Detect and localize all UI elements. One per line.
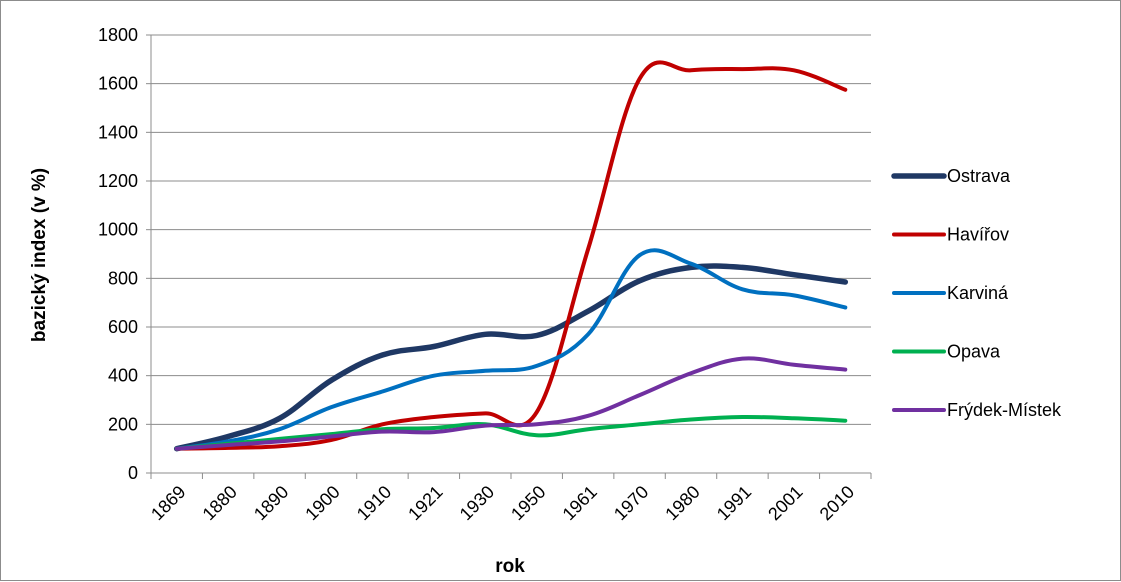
y-axis-title: bazický index (v %) bbox=[29, 168, 50, 342]
axes bbox=[150, 35, 871, 474]
x-tick-label: 1900 bbox=[301, 482, 343, 524]
x-tick-label: 1921 bbox=[404, 482, 446, 524]
y-tick-label: 1200 bbox=[98, 171, 138, 191]
legend: Ostrava Havířov Karviná Opava Frýdek-Místek bbox=[891, 166, 1062, 420]
y-tick-label: 1400 bbox=[98, 122, 138, 142]
legend-label: Karviná bbox=[947, 283, 1009, 303]
y-tick-label: 200 bbox=[108, 414, 138, 434]
x-axis-title: rok bbox=[495, 556, 525, 577]
legend-label: Havířov bbox=[947, 225, 1009, 245]
series-line-opava bbox=[174, 414, 848, 451]
legend-label: Opava bbox=[947, 342, 1001, 362]
x-tick-label: 1980 bbox=[661, 482, 703, 524]
series-line-fr-dek-m-stek bbox=[174, 356, 848, 451]
y-tick-label: 600 bbox=[108, 317, 138, 337]
x-tick-label: 2001 bbox=[764, 482, 806, 524]
gridlines bbox=[151, 34, 871, 425]
x-tick-label: 1950 bbox=[507, 482, 549, 524]
y-tick-label: 1800 bbox=[98, 25, 138, 45]
x-tick-label: 1890 bbox=[250, 482, 292, 524]
x-tick-label: 1869 bbox=[147, 482, 189, 524]
y-tick-label: 800 bbox=[108, 268, 138, 288]
x-tick-label: 1880 bbox=[199, 482, 241, 524]
series-line-ostrava bbox=[173, 263, 849, 452]
legend-label: Frýdek-Místek bbox=[947, 400, 1062, 420]
series-line-hav-ov bbox=[174, 60, 848, 451]
x-tick-label: 1970 bbox=[610, 482, 652, 524]
y-tick-label: 0 bbox=[128, 463, 138, 483]
series-lines bbox=[173, 60, 849, 452]
x-tick-label: 2010 bbox=[816, 482, 858, 524]
x-tick-label: 1991 bbox=[713, 482, 755, 524]
legend-label: Ostrava bbox=[947, 166, 1011, 186]
x-tick-labels: 1869 1880 1890 1900 1910 1921 1930 1950 1961 1970… bbox=[147, 473, 872, 524]
x-tick-label: 1910 bbox=[353, 482, 395, 524]
x-tick-label: 1961 bbox=[559, 482, 601, 524]
series-line-karvin- bbox=[174, 248, 848, 451]
y-tick-label: 1600 bbox=[98, 74, 138, 94]
y-tick-labels: 0 200 400 600 800 1000 1200 1400 1600 1800 bbox=[98, 25, 151, 483]
y-tick-label: 1000 bbox=[98, 220, 138, 240]
y-tick-label: 400 bbox=[108, 366, 138, 386]
x-tick-label: 1930 bbox=[456, 482, 498, 524]
